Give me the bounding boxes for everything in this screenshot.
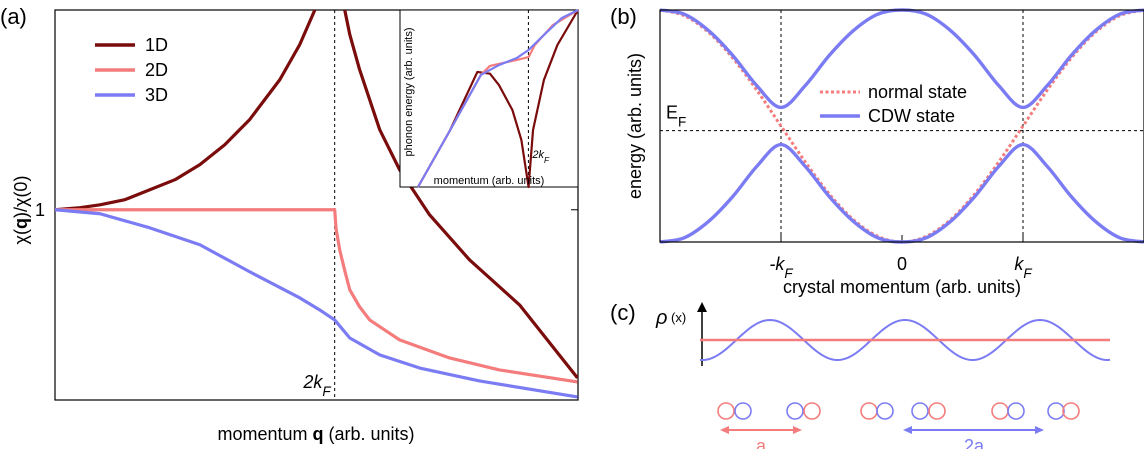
x-axis-label-part: (arb. units): [329, 424, 415, 444]
line-2: [55, 208, 578, 399]
annotation: 2kF: [302, 372, 331, 399]
atom: [786, 402, 804, 420]
plot-frame: [659, 9, 1144, 243]
y-axis-label-part: )/χ(0): [11, 176, 31, 218]
spacing-label: 2a: [964, 436, 985, 449]
rho-arrow: [697, 302, 707, 312]
band-0: [660, 8, 1144, 244]
panel-label: (a): [0, 4, 27, 29]
y-tick-label: 1: [35, 200, 45, 220]
y-axis-label-part: q: [11, 218, 31, 229]
atom: [860, 402, 878, 420]
atom: [911, 402, 929, 420]
rho-symbol: ρ: [655, 307, 667, 329]
line-1: [55, 208, 578, 384]
legend-label: normal state: [868, 82, 967, 102]
legend-label: 1D: [145, 35, 168, 55]
inset-x-label: momentum (arb. units): [434, 175, 545, 187]
x-axis-label-part: momentum: [217, 424, 307, 444]
atom: [717, 402, 735, 420]
legend-label: 2D: [145, 60, 168, 80]
x-axis-label: momentum q (arb. units): [217, 424, 414, 444]
atom: [928, 402, 946, 420]
atom: [734, 402, 752, 420]
y-axis-label-part: χ(: [11, 229, 31, 244]
cdw-density: [699, 318, 1111, 361]
inset-y-label: phonon energy (arb. units): [403, 27, 415, 156]
panel-label: (b): [610, 4, 637, 29]
legend-label: 3D: [145, 85, 168, 105]
arrow-head: [903, 426, 912, 434]
x-axis-label: crystal momentum (arb. units): [783, 277, 1021, 297]
x-tick-label: -kF: [769, 254, 793, 281]
x-tick-label: 0: [897, 254, 907, 274]
atom: [1047, 402, 1065, 420]
spacing-label: a: [756, 436, 767, 449]
arrow-head: [720, 426, 729, 434]
atom: [1007, 402, 1025, 420]
plot-frame: [54, 9, 579, 401]
atom: [876, 402, 894, 420]
plot-area: [660, 8, 1144, 244]
legend-label: CDW state: [868, 106, 955, 126]
inset-line-0: [417, 9, 579, 189]
annotation: EF: [666, 103, 686, 130]
arrow-head: [1035, 426, 1044, 434]
band-1: [660, 142, 1144, 244]
atom: [803, 402, 821, 420]
arrow-head: [793, 426, 802, 434]
inset-line-2: [417, 9, 579, 188]
atom: [1062, 402, 1080, 420]
inset-frame: [399, 9, 579, 188]
rho-argument: (x): [671, 310, 686, 325]
panel-label: (c): [610, 300, 636, 325]
y-axis-label: χ(q)/χ(0): [11, 176, 31, 245]
atom: [991, 402, 1009, 420]
x-axis-label-part: q: [313, 424, 324, 444]
y-axis-label: energy (arb. units): [625, 53, 645, 199]
